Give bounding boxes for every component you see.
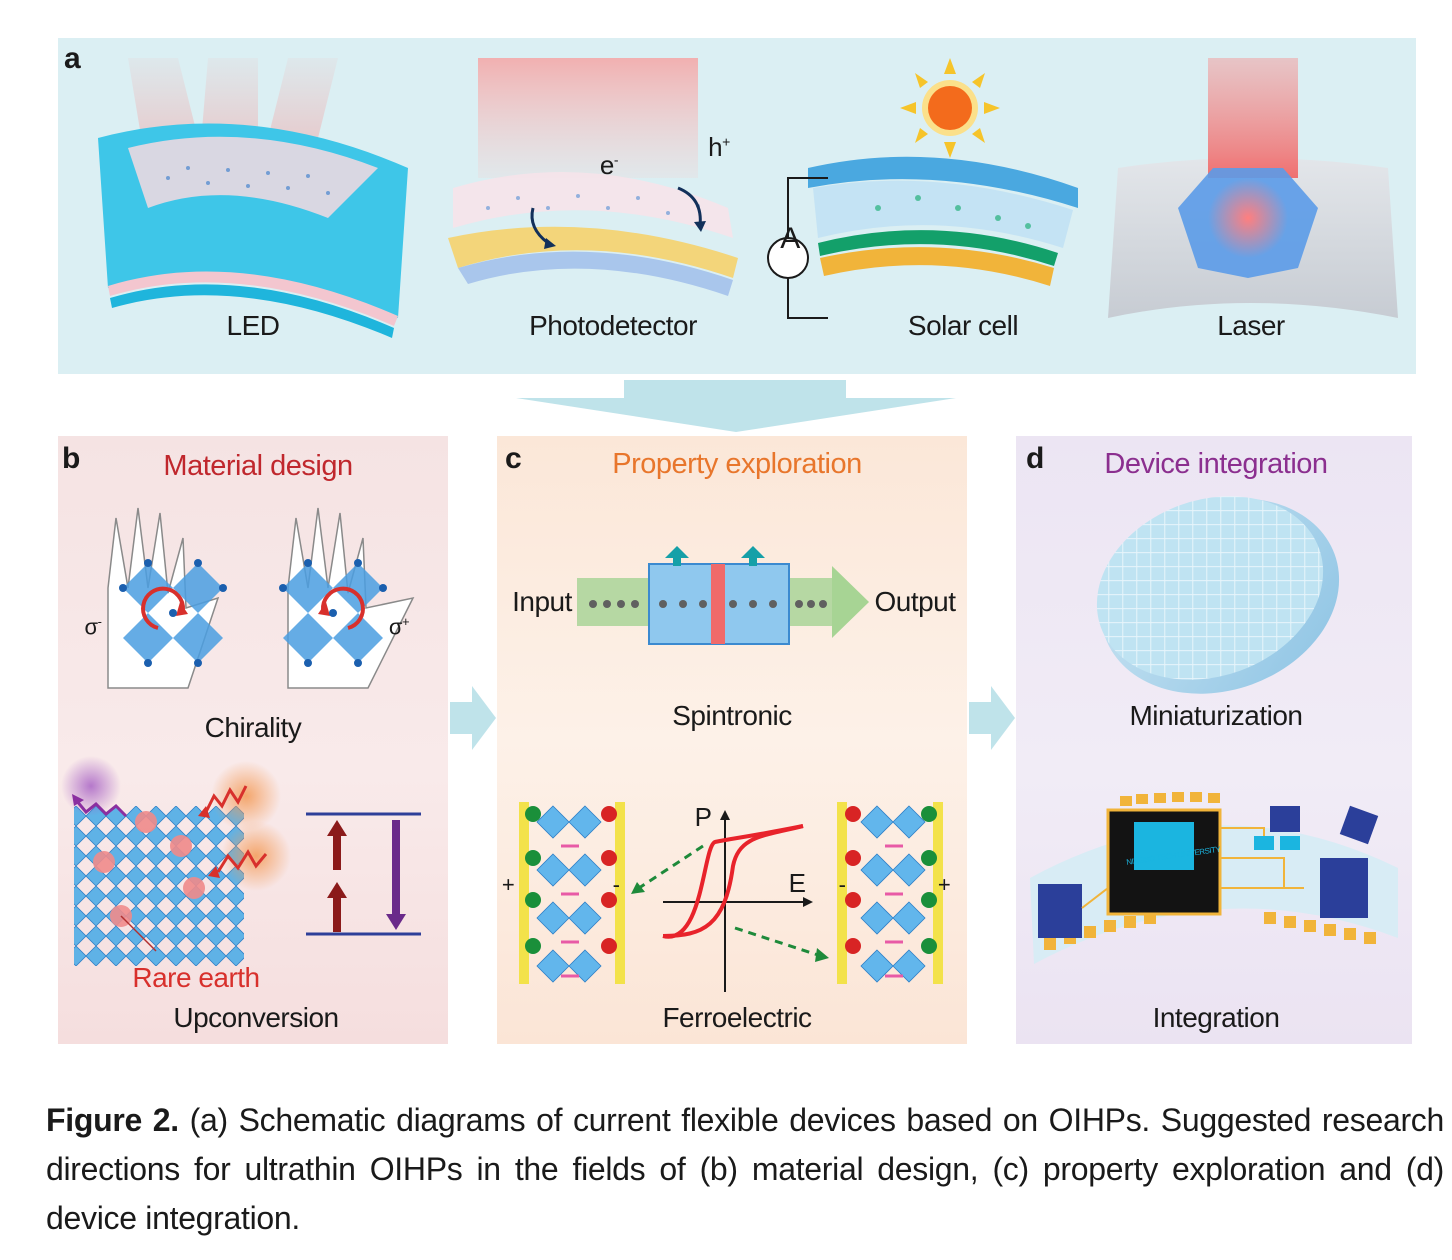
minus-right-label: - bbox=[838, 872, 846, 897]
led-illustration bbox=[98, 58, 408, 338]
panel-c-letter: c bbox=[505, 442, 522, 475]
panel-d-device-integration: d Device integration Miniaturization bbox=[1016, 436, 1412, 1044]
sun-icon bbox=[900, 58, 1000, 158]
panel-b-letter: b bbox=[62, 442, 81, 475]
chirality-illustration bbox=[107, 507, 415, 689]
upconversion-illustration bbox=[61, 756, 421, 966]
sigma-plus-label: σ+ bbox=[388, 614, 410, 640]
charge-icons bbox=[525, 806, 937, 954]
spin-arrow-icon bbox=[665, 546, 765, 566]
rare-earth-label: Rare earth bbox=[132, 962, 260, 993]
integration-label: Integration bbox=[1152, 1002, 1280, 1033]
axis-p-label: P bbox=[694, 802, 712, 832]
octahedra-left bbox=[123, 563, 223, 663]
arrow-c-to-d bbox=[969, 686, 1015, 750]
integration-illustration bbox=[1030, 792, 1398, 964]
panel-d-letter: d bbox=[1026, 442, 1045, 475]
figure-caption: Figure 2. (a) Schematic diagrams of curr… bbox=[46, 1096, 1444, 1243]
panel-c-property-exploration: c Property exploration Input Output Spin… bbox=[497, 436, 967, 1044]
sigma-minus-label: σ- bbox=[84, 614, 102, 640]
ferroelectric-label: Ferroelectric bbox=[662, 1002, 812, 1033]
plus-left-label: + bbox=[501, 872, 515, 897]
arrow-b-to-c bbox=[450, 686, 496, 750]
wafer-illustration bbox=[1096, 496, 1340, 694]
lattice-left bbox=[536, 805, 602, 983]
input-label: Input bbox=[512, 586, 572, 617]
hole-label: h+ bbox=[708, 132, 730, 162]
photodetector-label: Photodetector bbox=[529, 310, 697, 341]
led-label: LED bbox=[226, 310, 280, 341]
down-arrow bbox=[516, 380, 956, 432]
solar-cell-label: Solar cell bbox=[907, 310, 1019, 341]
octahedra-right bbox=[283, 563, 383, 663]
photodetector-illustration bbox=[448, 58, 738, 296]
lattice-right bbox=[860, 805, 926, 983]
electron-label: e- bbox=[599, 150, 619, 180]
output-label: Output bbox=[874, 586, 956, 617]
axis-e-label: E bbox=[788, 868, 806, 898]
figure-caption-text: (a) Schematic diagrams of current flexib… bbox=[46, 1102, 1444, 1236]
panel-b-heading: Material design bbox=[163, 450, 353, 482]
chirality-label: Chirality bbox=[204, 712, 302, 743]
spintronic-label: Spintronic bbox=[672, 700, 792, 731]
spintronic-device bbox=[577, 546, 869, 645]
miniaturization-label: Miniaturization bbox=[1129, 700, 1303, 731]
ammeter-label: A bbox=[780, 222, 800, 255]
laser-label: Laser bbox=[1217, 310, 1285, 341]
laser-illustration bbox=[1108, 58, 1398, 318]
upconversion-label: Upconversion bbox=[173, 1002, 339, 1033]
panel-d-heading: Device integration bbox=[1104, 448, 1328, 480]
plus-right-label: + bbox=[937, 872, 951, 897]
panel-b-material-design: b Material design bbox=[58, 436, 448, 1044]
panel-a-letter: a bbox=[64, 42, 81, 75]
minus-left-label: - bbox=[612, 872, 620, 897]
ferroelectric-illustration bbox=[519, 802, 943, 992]
panel-c-heading: Property exploration bbox=[612, 448, 862, 480]
panel-a-flexible-devices: a LED bbox=[58, 38, 1416, 374]
solar-cell-illustration bbox=[767, 58, 1078, 319]
figure-caption-label: Figure 2. bbox=[46, 1102, 179, 1138]
